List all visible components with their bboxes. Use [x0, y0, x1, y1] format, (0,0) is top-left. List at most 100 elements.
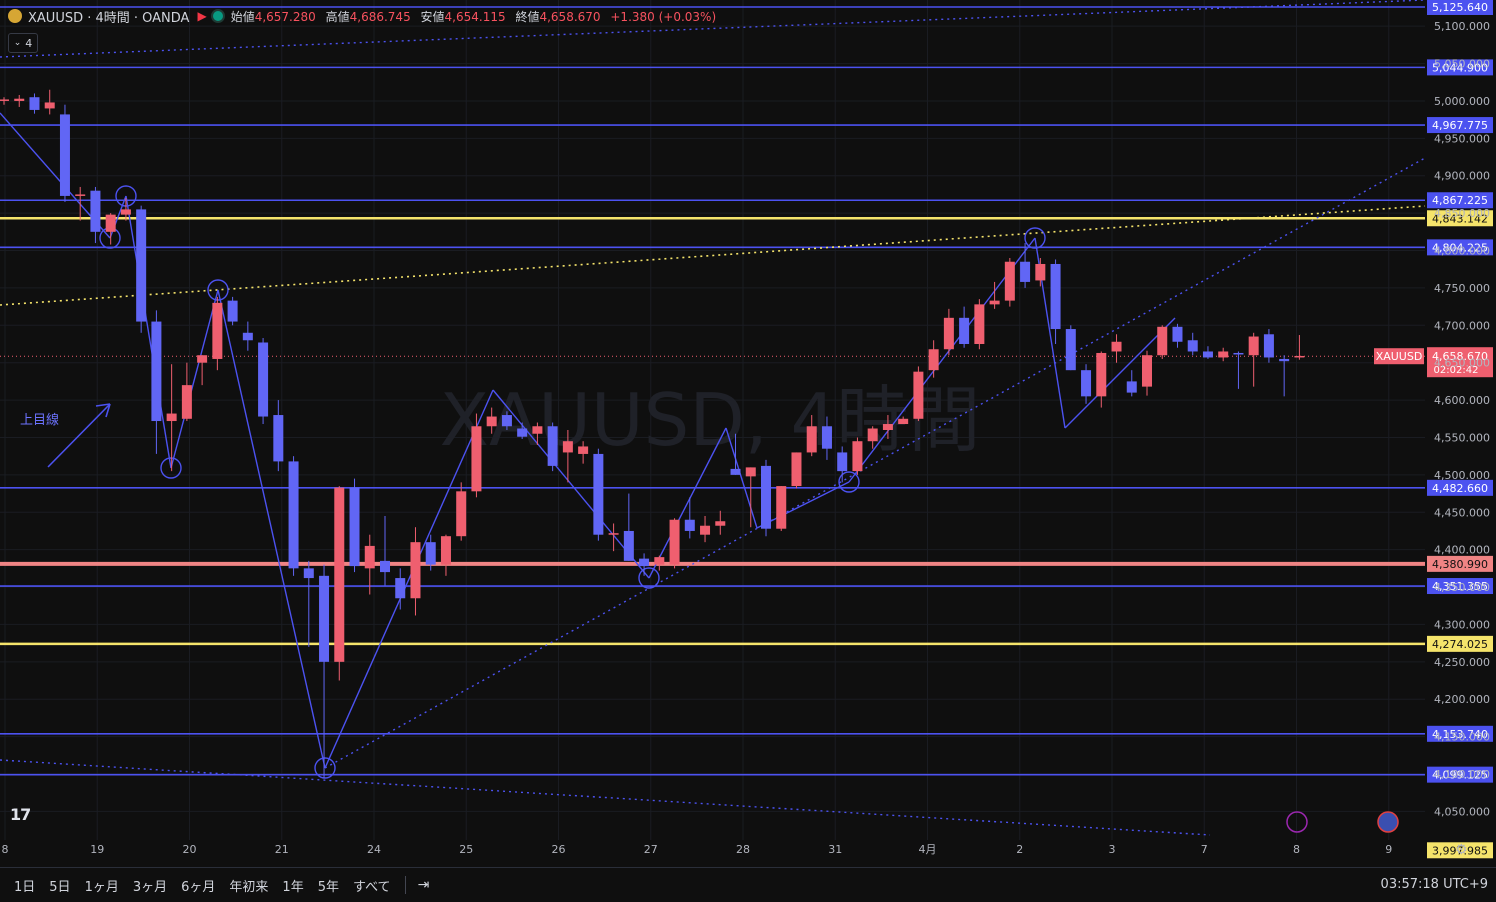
candle-body	[943, 317, 954, 350]
level-price-label: 4,867.225	[1432, 194, 1488, 207]
level-price-tag[interactable]	[1427, 117, 1493, 134]
level-price-tag[interactable]	[1427, 479, 1493, 496]
level-price-tag[interactable]	[1427, 59, 1493, 76]
tf-1m[interactable]: 1ヶ月	[84, 879, 119, 895]
us-flag-event-icon[interactable]	[1377, 811, 1399, 833]
clock[interactable]: 03:57:18 UTC+9	[1380, 877, 1488, 892]
tf-5y[interactable]: 5年	[317, 879, 339, 895]
candle-body	[1279, 358, 1290, 362]
indicator-toggle[interactable]: ⌄ 4	[8, 33, 38, 53]
tf-3m[interactable]: 3ヶ月	[132, 879, 168, 895]
level-price-tag[interactable]	[1427, 725, 1493, 742]
tf-5d[interactable]: 5日	[49, 879, 71, 895]
trend-line[interactable]	[95, 403, 111, 407]
tf-all[interactable]: すべて	[352, 879, 391, 895]
pivot-marker[interactable]	[160, 457, 182, 479]
tradingview-logo-icon[interactable]: 17	[10, 805, 31, 824]
price-tick: 4,700.000	[1434, 319, 1490, 332]
tf-ytd[interactable]: 年初来	[229, 879, 269, 895]
event-bolt-icon[interactable]	[1286, 811, 1308, 833]
candle-body	[593, 453, 604, 535]
time-tick: 2	[1016, 843, 1023, 856]
candle-body	[1157, 326, 1168, 356]
time-axis[interactable]: 8 19 20 21 24 25 26 27 28 31 4月 2 3 7 8 9	[2, 843, 1393, 856]
level-price-tag[interactable]	[1427, 635, 1493, 652]
level-price-tag[interactable]	[1427, 192, 1493, 209]
pivot-marker[interactable]	[638, 567, 660, 589]
level-price-tag[interactable]	[1427, 766, 1493, 783]
level-price-tag[interactable]	[1427, 239, 1493, 256]
candle-body	[517, 428, 528, 437]
trend-line[interactable]	[0, 0, 1426, 58]
time-tick: 26	[552, 843, 566, 856]
tf-6m[interactable]: 6ヶ月	[181, 879, 216, 895]
candle-body	[90, 190, 101, 232]
candle-body	[882, 424, 893, 430]
trend-line[interactable]	[105, 403, 111, 418]
candle-body	[1202, 351, 1213, 358]
candle-body	[1294, 355, 1305, 358]
pivot-marker[interactable]	[314, 757, 336, 779]
level-price-tag[interactable]	[1427, 578, 1493, 595]
level-price-label: 4,843.142	[1432, 212, 1488, 225]
price-tick: 4,750.000	[1434, 282, 1490, 295]
trend-line[interactable]	[0, 759, 1211, 836]
pivot-marker[interactable]	[207, 279, 229, 301]
trend-line[interactable]	[1064, 317, 1176, 429]
date-range-icon[interactable]: ⇥	[417, 877, 430, 893]
time-tick: 20	[183, 843, 197, 856]
high-value: 4,686.745	[349, 9, 411, 24]
trend-line[interactable]	[648, 427, 727, 579]
level-price-tag[interactable]	[1427, 555, 1493, 572]
symbol-title[interactable]: XAUUSD · 4時間 · OANDA	[28, 10, 190, 26]
trend-line[interactable]	[324, 389, 494, 769]
trend-line[interactable]	[47, 403, 111, 468]
candle-body	[639, 558, 650, 567]
time-tick: 7	[1201, 843, 1208, 856]
price-tick: 4,250.000	[1434, 656, 1490, 669]
candle-body	[1233, 352, 1244, 355]
candle-body	[1035, 263, 1046, 281]
trend-line[interactable]	[848, 237, 1036, 483]
candle-body	[1020, 261, 1031, 282]
price-axis[interactable]: 4,050.000 4,100.000 4,150.000 4,200.000 4,25…	[1434, 20, 1490, 818]
trend-line[interactable]	[217, 289, 326, 769]
symbol-tag-label: XAUUSD	[1376, 350, 1423, 363]
candle-body	[1187, 340, 1198, 352]
candle-body	[1218, 351, 1229, 358]
time-tick: 25	[459, 843, 473, 856]
trend-line[interactable]	[324, 157, 1426, 769]
candle-body	[105, 214, 116, 232]
tf-1y[interactable]: 1年	[282, 879, 304, 895]
candle-body	[913, 371, 924, 419]
candle-body	[562, 441, 573, 453]
tf-1d[interactable]: 1日	[14, 879, 36, 895]
price-tick: 5,000.000	[1434, 95, 1490, 108]
candle-body	[547, 426, 558, 466]
pivot-marker[interactable]	[1024, 227, 1046, 249]
trend-line[interactable]	[725, 427, 758, 529]
open-value: 4,657.280	[254, 9, 316, 24]
level-price-tag[interactable]	[1427, 842, 1493, 859]
pivot-marker[interactable]	[838, 471, 860, 493]
horizontal-levels[interactable]: 5,125.640 5,044.900 4,967.775 4,867.225 4,84…	[0, 0, 1493, 859]
trend-line[interactable]	[125, 195, 172, 469]
price-tick: 4,200.000	[1434, 693, 1490, 706]
trend-line[interactable]	[170, 289, 219, 469]
level-price-label: 4,804.225	[1432, 241, 1488, 254]
price-tick: 4,400.000	[1434, 544, 1490, 557]
time-tick: 19	[90, 843, 104, 856]
flag-icon[interactable]: ▶	[197, 9, 207, 23]
level-price-tag[interactable]	[1427, 0, 1493, 15]
trend-drawings[interactable]	[0, 0, 1426, 836]
trend-line[interactable]	[492, 389, 650, 579]
current-price-tag[interactable]	[1427, 347, 1493, 378]
candle-body	[1111, 341, 1122, 352]
settings-icon[interactable]: ⚙	[1455, 842, 1468, 858]
level-price-tag[interactable]	[1427, 210, 1493, 227]
candle-body	[715, 521, 726, 526]
level-price-label: 4,351.355	[1432, 580, 1488, 593]
trend-line[interactable]	[0, 205, 1426, 306]
trend-line[interactable]	[756, 481, 850, 529]
